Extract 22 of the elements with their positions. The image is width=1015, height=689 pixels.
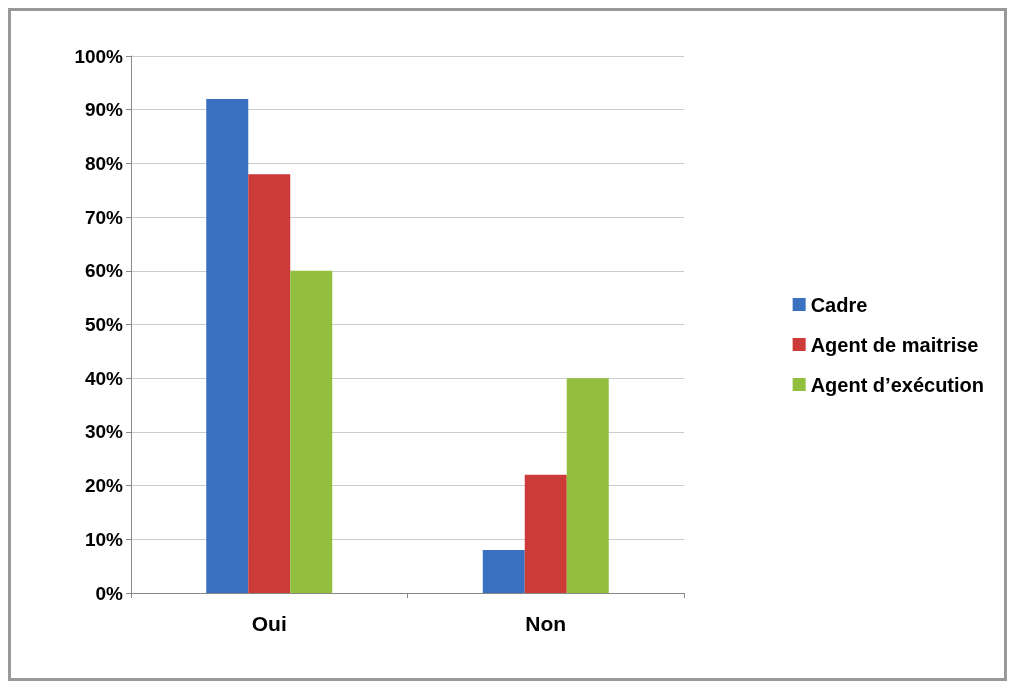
bar <box>524 474 567 593</box>
y-tick-label: 40% <box>84 367 124 389</box>
bar <box>206 98 249 593</box>
y-tick-label: 60% <box>84 260 124 282</box>
bar <box>566 378 609 593</box>
y-tick-label: 80% <box>84 152 124 174</box>
y-tick-label: 100% <box>74 45 124 67</box>
y-tick-label: 50% <box>84 314 124 335</box>
y-tick-label: 30% <box>84 421 124 443</box>
y-tick-label: 70% <box>84 206 124 228</box>
y-tick-label: 90% <box>84 99 124 121</box>
y-tick-label: 0% <box>95 582 124 604</box>
legend-label: Cadre <box>810 293 868 316</box>
legend-label: Agent de maitrise <box>810 333 979 356</box>
x-tick-label: Non <box>525 612 567 635</box>
legend-label: Agent d’exécution <box>810 373 985 396</box>
bar <box>290 270 333 593</box>
bar <box>248 174 291 593</box>
bar <box>482 550 525 593</box>
x-tick-label: Oui <box>251 612 287 635</box>
y-tick-label: 20% <box>84 475 124 497</box>
y-tick-label: 10% <box>84 528 124 550</box>
